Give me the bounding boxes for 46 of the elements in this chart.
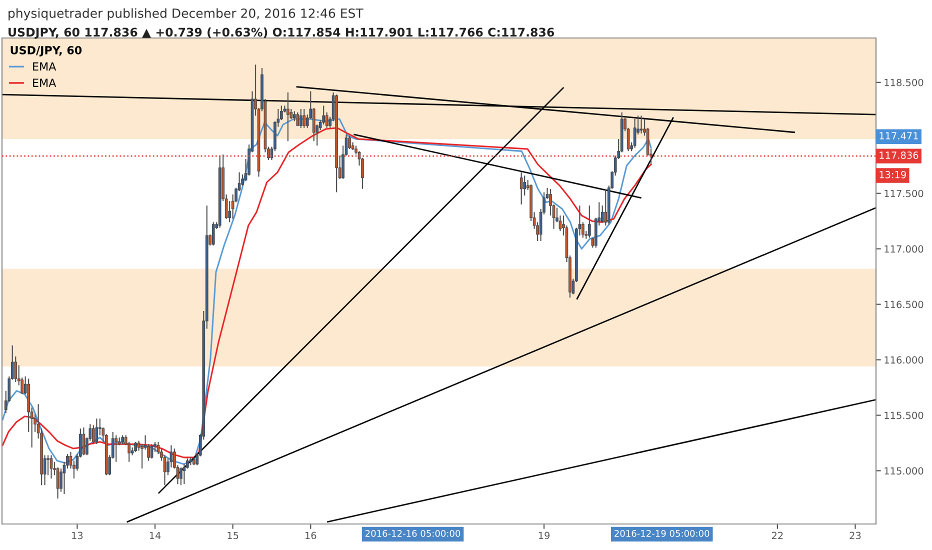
x-tick-label: 16	[306, 532, 316, 540]
x-tick-label: 15	[228, 532, 238, 540]
legend-label: EMA	[33, 62, 56, 71]
y-tick-label: 117.500	[884, 190, 924, 198]
candlestick	[302, 108, 306, 128]
x-tick-label: 14	[150, 532, 161, 540]
candlestick	[299, 108, 302, 128]
candlestick	[633, 118, 636, 148]
candlestick	[604, 188, 608, 226]
x-tick-label: 13	[72, 532, 83, 540]
candlestick	[82, 426, 86, 456]
y-tick-label: 115.000	[884, 467, 924, 475]
candlestick	[95, 418, 98, 445]
candlestick	[46, 454, 50, 476]
y-tick-label: 116.000	[884, 356, 924, 364]
candlestick	[523, 175, 526, 196]
x-tick-label: 19	[538, 532, 550, 540]
candlestick	[180, 466, 182, 486]
legend-title: USD/JPY, 60	[10, 46, 82, 56]
candlestick	[212, 222, 215, 246]
candlestick	[50, 454, 53, 480]
candlestick	[600, 204, 604, 223]
text: 2016-12-16 05:00:00	[366, 530, 460, 537]
candlestick	[14, 356, 18, 383]
candlestick	[293, 110, 296, 122]
y-tick-label: 116.500	[884, 300, 924, 308]
candlestick	[588, 204, 591, 238]
text: 2016-12-19 05:00:00	[614, 530, 710, 537]
candlestick	[640, 115, 643, 134]
chart-subtitle: USDJPY, 60 117.836 ▲ +0.739 (+0.63%) O:117.854 H:117.901 L:117.766 C:117.836	[8, 28, 554, 39]
candlestick	[286, 92, 290, 142]
candlestick	[114, 434, 118, 462]
y-tick-label: 115.500	[884, 412, 924, 420]
candlestick	[296, 112, 300, 126]
x-tick-label: 22	[772, 532, 783, 540]
text: 13:19	[880, 170, 906, 178]
chart-title: physiquetrader published December 20, 2016 12:46 EST	[8, 8, 364, 20]
candlestick	[520, 172, 523, 205]
ref-line-label: 117.836	[880, 152, 918, 159]
candlestick	[92, 424, 95, 445]
y-tick-label: 117.000	[884, 245, 924, 253]
candlestick	[134, 441, 137, 452]
text: 117.471	[880, 132, 918, 140]
x-tick-label: 23	[850, 532, 861, 540]
legend-label: EMA	[33, 78, 56, 87]
y-tick-label: 118.500	[884, 78, 924, 86]
